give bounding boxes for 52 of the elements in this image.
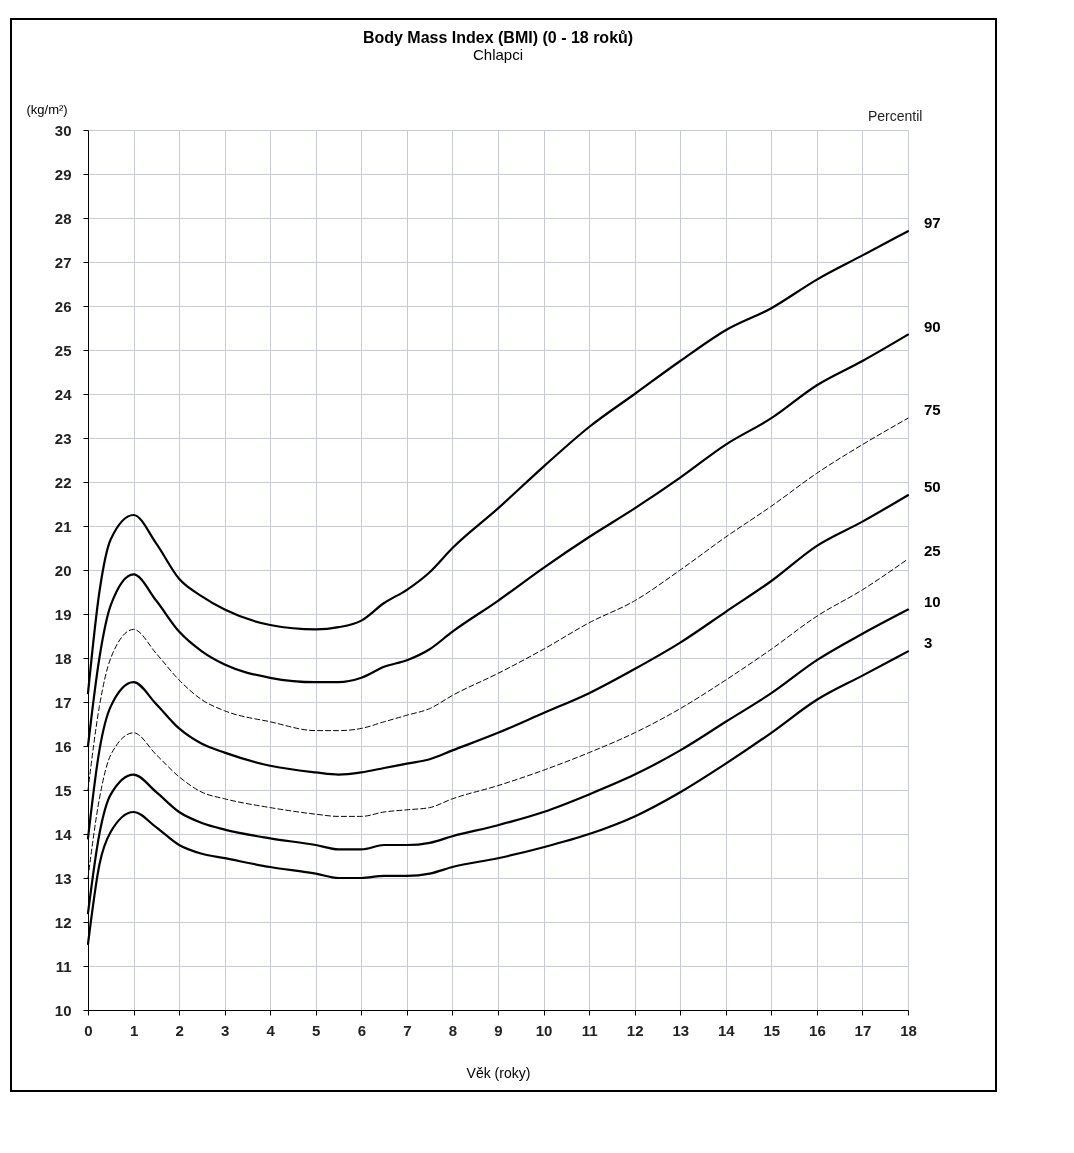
x-tick-label: 8 (448, 1021, 458, 1039)
series-label: 75 (924, 401, 941, 419)
x-axis-title: Věk (roky) (466, 1064, 531, 1081)
series-label: 3 (924, 634, 933, 652)
x-tick-label: 7 (403, 1021, 412, 1039)
x-tick-label: 6 (357, 1021, 367, 1039)
y-tick-label: 12 (54, 913, 72, 931)
y-tick-label: 25 (54, 341, 72, 359)
y-tick-label: 15 (54, 781, 72, 799)
series-label: 25 (924, 542, 941, 559)
x-tick-label: 2 (175, 1021, 184, 1039)
y-tick-label: 29 (54, 165, 72, 183)
chart-title: Body Mass Index (BMI) (0 - 18 roků) (362, 29, 634, 46)
x-tick-label: 3 (220, 1021, 230, 1039)
series-label: 10 (924, 592, 941, 610)
series-label: 97 (924, 214, 941, 232)
x-tick-label: 13 (672, 1021, 690, 1039)
y-tick-label: 11 (55, 957, 72, 975)
y-tick-label: 18 (54, 649, 72, 667)
y-tick-label: 22 (54, 473, 72, 491)
x-tick-label: 15 (763, 1021, 781, 1039)
y-tick-label: 19 (54, 605, 72, 623)
y-tick-label: 24 (54, 385, 73, 403)
y-tick-label: 21 (54, 517, 72, 535)
x-tick-label: 0 (84, 1021, 93, 1039)
y-tick-label: 17 (54, 693, 72, 711)
y-tick-label: 20 (54, 561, 72, 579)
x-tick-label: 4 (266, 1021, 276, 1039)
chart-subtitle: Chlapci (472, 46, 524, 63)
y-tick-label: 13 (54, 869, 72, 887)
y-tick-label: 30 (54, 121, 72, 139)
x-tick-label: 17 (854, 1021, 872, 1039)
y-tick-label: 10 (54, 1001, 72, 1019)
y-tick-label: 26 (54, 297, 72, 315)
y-tick-label: 23 (54, 429, 72, 447)
x-tick-label: 11 (581, 1021, 598, 1039)
x-tick-label: 10 (535, 1021, 553, 1039)
y-tick-label: 28 (54, 209, 72, 227)
series-label: 90 (924, 317, 941, 335)
x-tick-label: 18 (900, 1021, 917, 1039)
legend-title: Percentil (868, 108, 923, 124)
x-tick-label: 1 (129, 1021, 139, 1039)
x-tick-label: 12 (626, 1021, 644, 1039)
x-tick-label: 14 (717, 1021, 736, 1039)
x-tick-label: 9 (494, 1021, 503, 1039)
y-axis-title: (kg/m²) (26, 101, 68, 117)
x-tick-label: 16 (809, 1021, 826, 1039)
y-tick-label: 27 (54, 253, 72, 271)
y-tick-label: 14 (54, 825, 73, 843)
y-tick-label: 16 (54, 737, 72, 755)
x-tick-label: 5 (312, 1021, 321, 1039)
series-label: 50 (924, 478, 941, 496)
